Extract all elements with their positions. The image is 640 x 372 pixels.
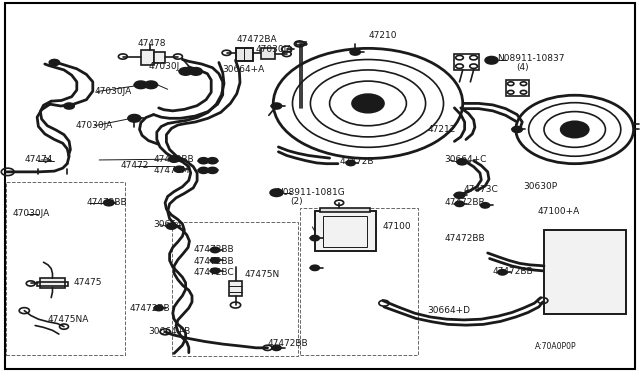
Text: A:70A0P0P: A:70A0P0P [535,342,577,351]
Circle shape [154,305,163,311]
Circle shape [198,158,209,164]
Text: 47030JA: 47030JA [13,209,50,218]
Circle shape [561,121,589,138]
Circle shape [174,166,184,172]
Text: 30664+B: 30664+B [148,327,191,336]
Text: 47475N: 47475N [244,270,280,279]
Text: 47472BB: 47472BB [493,267,533,276]
Text: 47472: 47472 [120,161,148,170]
Text: N: N [273,190,280,196]
Circle shape [352,94,384,113]
Circle shape [211,268,220,273]
Text: 47100: 47100 [383,222,412,231]
Circle shape [454,192,465,198]
Circle shape [134,81,147,89]
Circle shape [485,57,498,64]
Circle shape [166,223,177,229]
Text: 47030JA: 47030JA [256,45,293,54]
Circle shape [498,270,507,275]
Circle shape [270,189,283,196]
Text: 47030J: 47030J [148,62,180,71]
Circle shape [104,200,114,206]
Text: (4): (4) [516,63,529,72]
Bar [544,230,626,314]
Circle shape [207,167,218,173]
Bar [141,50,154,65]
Bar [320,208,370,212]
Text: 47472BB: 47472BB [154,155,194,164]
Bar [300,208,418,355]
Bar [229,281,242,296]
Circle shape [211,258,220,263]
Text: 30664+C: 30664+C [444,155,486,164]
Circle shape [198,167,209,173]
Bar [544,230,626,314]
Text: 47478M: 47478M [154,166,190,175]
Text: 47473C: 47473C [463,185,498,194]
Text: 47210: 47210 [369,31,397,40]
Circle shape [455,201,464,206]
Circle shape [271,103,282,109]
Text: 47474: 47474 [24,155,52,164]
Text: 47472B: 47472B [339,157,374,166]
Bar [6,182,125,355]
Text: 30630P: 30630P [524,182,557,190]
Text: 47472BC: 47472BC [193,268,234,277]
Bar [37,282,68,286]
Circle shape [346,160,355,166]
Bar [261,48,275,59]
Text: 47478: 47478 [138,39,166,48]
Bar [296,42,306,45]
Circle shape [457,159,467,165]
Text: 47472BB: 47472BB [444,198,484,207]
Text: 47472BB: 47472BB [87,198,127,207]
Text: 30664+A: 30664+A [223,65,265,74]
Circle shape [64,103,74,109]
Bar [172,222,298,356]
Bar [236,48,253,61]
Bar [323,216,367,247]
Circle shape [179,68,192,75]
Text: (2): (2) [291,197,303,206]
Bar [315,211,376,251]
Text: 47475NA: 47475NA [48,315,90,324]
Text: 47472BB: 47472BB [268,339,308,348]
Circle shape [128,115,141,122]
Bar [315,211,376,251]
Text: 47472BA: 47472BA [237,35,277,44]
Circle shape [211,247,220,253]
Text: 47472BB: 47472BB [193,246,234,254]
Text: N08911-1081G: N08911-1081G [276,188,345,197]
Text: N08911-10837: N08911-10837 [497,54,564,62]
Text: 30664+D: 30664+D [428,306,470,315]
Text: 47100+A: 47100+A [538,207,580,216]
Circle shape [310,235,319,241]
Circle shape [145,81,157,89]
Circle shape [272,345,281,350]
Bar [154,52,165,63]
Circle shape [189,68,202,75]
Text: 47030JA: 47030JA [95,87,132,96]
Text: 47472BB: 47472BB [444,234,484,243]
Text: N: N [488,57,495,63]
Text: 30664: 30664 [154,220,182,229]
Text: 47472BB: 47472BB [129,304,170,312]
Bar [40,278,65,288]
Text: 47472BB: 47472BB [193,257,234,266]
Text: 47212: 47212 [428,125,456,134]
Bar [236,48,253,61]
Circle shape [512,126,522,132]
Circle shape [169,156,179,162]
Text: 47030JA: 47030JA [76,121,113,130]
Circle shape [207,158,218,164]
Circle shape [350,49,360,55]
Circle shape [310,265,319,270]
Text: 47475: 47475 [74,278,102,287]
Circle shape [49,60,60,65]
Circle shape [481,203,490,208]
